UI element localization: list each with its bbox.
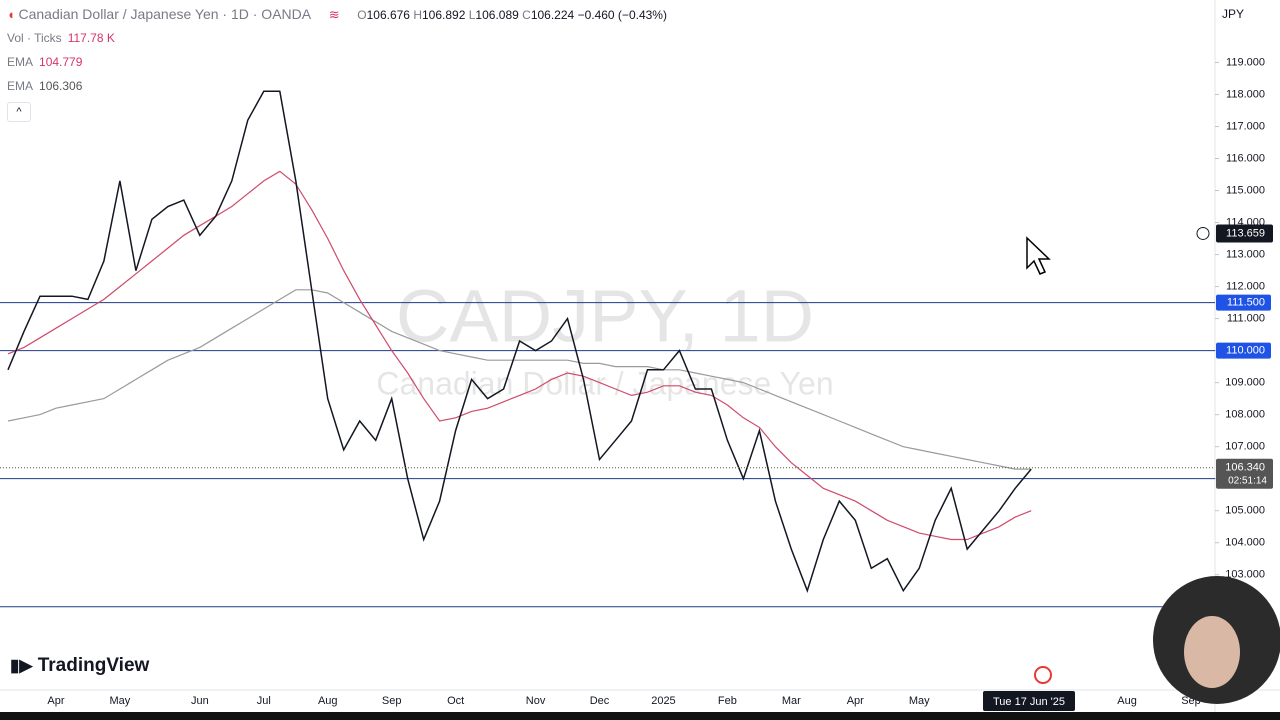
ohlc-label: C bbox=[522, 8, 531, 22]
indicator-name: Vol · Ticks bbox=[7, 31, 62, 45]
y-tick-label: 109.000 bbox=[1225, 377, 1265, 389]
symbol[interactable]: Canadian Dollar / Japanese Yen · 1D · OA… bbox=[18, 6, 312, 22]
ohlc-label: L bbox=[468, 8, 476, 22]
y-tick-label: 117.000 bbox=[1226, 120, 1265, 132]
ohlc-value: 106.089 bbox=[475, 8, 519, 22]
current-price-box bbox=[1216, 458, 1273, 489]
current-price-label: 106.340 bbox=[1225, 462, 1265, 474]
change: −0.460 (−0.43%) bbox=[577, 8, 667, 22]
symbol-icon: ◖ bbox=[7, 7, 15, 22]
y-tick-label: 115.000 bbox=[1226, 184, 1265, 196]
ohlc-label: O bbox=[357, 8, 367, 22]
level-label-box bbox=[1216, 294, 1271, 311]
watermark-name: Canadian Dollar / Japanese Yen bbox=[376, 365, 833, 401]
date-tooltip: Tue 17 Jun '25 bbox=[993, 696, 1065, 708]
flag-icon bbox=[1034, 666, 1052, 684]
indicator-name: EMA bbox=[7, 55, 34, 69]
bottom-bar bbox=[0, 712, 1280, 720]
x-tick-label: May bbox=[110, 695, 131, 707]
x-tick-label: Jul bbox=[257, 695, 271, 707]
y-tick-label: 104.000 bbox=[1225, 537, 1265, 549]
x-tick-label: Jun bbox=[191, 695, 209, 707]
collapse-button[interactable]: ^ bbox=[7, 102, 31, 122]
y-tick-label: 112.000 bbox=[1226, 280, 1265, 292]
crosshair-add bbox=[1196, 226, 1210, 240]
currency-select[interactable]: JPY bbox=[1222, 7, 1245, 21]
y-tick-label: 107.000 bbox=[1225, 441, 1265, 453]
ohlc-value: 106.892 bbox=[422, 8, 466, 22]
x-tick-label: Aug bbox=[1117, 695, 1137, 707]
x-tick-label: Mar bbox=[782, 695, 801, 707]
watermark-ticker: CADJPY, 1D bbox=[396, 275, 814, 358]
x-tick-label: Dec bbox=[590, 695, 610, 707]
x-tick-label: Aug bbox=[318, 695, 338, 707]
x-tick-label: May bbox=[909, 695, 930, 707]
brand-name: TradingView bbox=[37, 655, 150, 676]
ohlc-value: 106.676 bbox=[366, 8, 410, 22]
x-tick-label: Apr bbox=[47, 695, 64, 707]
indicator[interactable]: EMA 106.306 bbox=[7, 79, 82, 93]
series-line bbox=[7, 170, 1032, 541]
indicator-value: 104.779 bbox=[39, 55, 83, 69]
series-line bbox=[7, 90, 1032, 593]
x-tick-label: Nov bbox=[526, 695, 546, 707]
symbol-row: ◖ Canadian Dollar / Japanese Yen · 1D · … bbox=[7, 6, 667, 23]
y-tick-label: 119.000 bbox=[1226, 56, 1265, 68]
indicator-value: 117.78 K bbox=[67, 31, 115, 45]
indicator-toggle[interactable]: ≋ bbox=[328, 7, 340, 22]
x-tick-label: Apr bbox=[847, 695, 864, 707]
x-tick-label: Oct bbox=[447, 695, 464, 707]
y-tick-label: 108.000 bbox=[1225, 409, 1265, 421]
indicator[interactable]: Vol · Ticks 117.78 K bbox=[7, 31, 115, 45]
series-line bbox=[7, 289, 1032, 470]
brand-logo: ▮▶ bbox=[10, 656, 33, 675]
indicator-value: 106.306 bbox=[39, 79, 83, 93]
ohlc: O106.676 H106.892 L106.089 C106.224 −0.4… bbox=[357, 8, 667, 22]
x-tick-label: Sep bbox=[382, 695, 402, 707]
y-tick-label: 118.000 bbox=[1226, 88, 1265, 100]
cursor bbox=[1026, 236, 1051, 275]
y-tick-label: 113.000 bbox=[1226, 248, 1265, 260]
x-tick-label: Feb bbox=[718, 695, 737, 707]
y-tick-label: 103.000 bbox=[1225, 569, 1265, 581]
brand: ▮▶ TradingView bbox=[10, 655, 149, 677]
indicator-name: EMA bbox=[7, 79, 34, 93]
level-label: 111.500 bbox=[1227, 296, 1265, 308]
ohlc-value: 106.224 bbox=[530, 8, 575, 22]
crosshair-box bbox=[1216, 224, 1273, 243]
y-tick-label: 111.000 bbox=[1227, 312, 1265, 324]
crosshair-label: 113.659 bbox=[1226, 227, 1265, 239]
indicator[interactable]: EMA 104.779 bbox=[7, 55, 82, 69]
y-tick-label: 116.000 bbox=[1226, 152, 1265, 164]
ohlc-label: H bbox=[413, 8, 422, 22]
level-label-box bbox=[1216, 342, 1271, 359]
countdown: 02:51:14 bbox=[1228, 475, 1267, 486]
x-tick-label: 2025 bbox=[651, 695, 675, 707]
y-tick-label: 105.000 bbox=[1225, 505, 1265, 517]
webcam-face bbox=[1184, 616, 1240, 688]
level-label: 110.000 bbox=[1226, 345, 1265, 357]
date-tooltip-box bbox=[983, 691, 1075, 711]
